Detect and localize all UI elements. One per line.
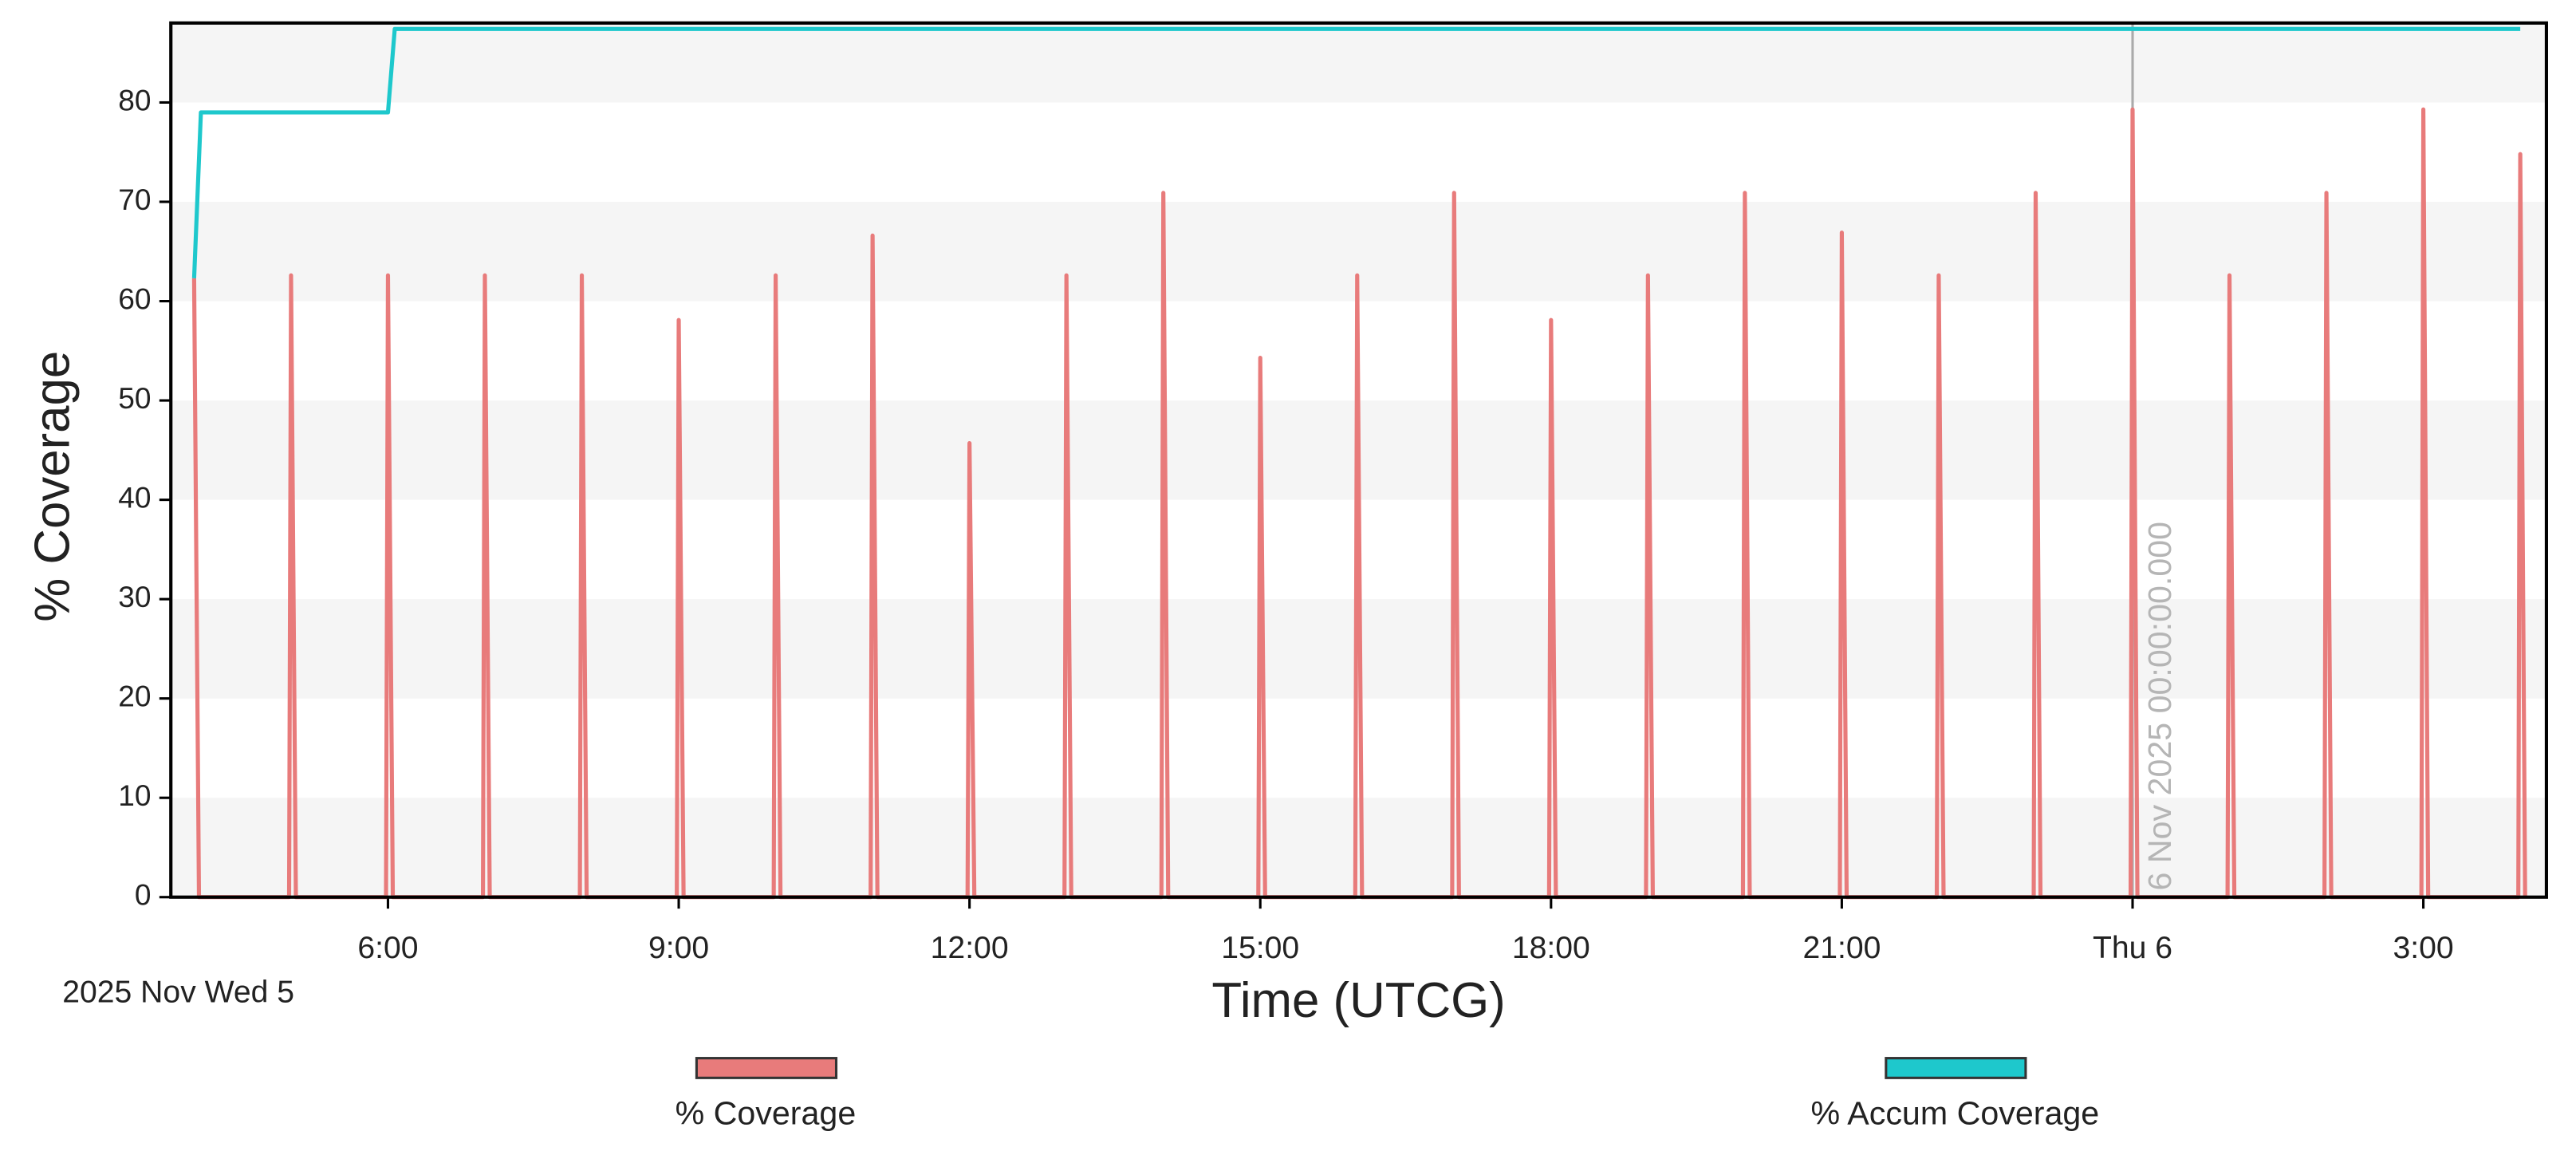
y-tick-label: 80 [118,83,151,116]
y-tick-label: 0 [135,878,152,912]
x-tick-label: 18:00 [1512,931,1590,965]
y-tick-label: 10 [118,779,151,812]
y-tick-label: 30 [118,580,151,613]
series-line [191,26,2521,278]
y-axis-title: % Coverage [25,351,80,622]
legend-swatch [695,1057,838,1079]
x-tick-label: 3:00 [2393,931,2454,965]
y-tick-label: 50 [118,381,151,415]
y-tick-label: 70 [118,183,151,216]
y-tick-label: 40 [118,480,151,514]
y-tick-label: 60 [118,282,151,315]
legend-swatch [1885,1057,2027,1079]
grid-band [171,22,2546,103]
x-axis-title: Time (UTCG) [1211,973,1505,1028]
legend-label: % Coverage [676,1095,857,1132]
x-tick-label: 21:00 [1802,931,1881,965]
cursor-label: 6 Nov 2025 00:00:00.000 [2141,522,2178,891]
y-tick-label: 20 [118,679,151,712]
grid-band [171,798,2546,897]
legend-label: % Accum Coverage [1810,1095,2099,1132]
x-tick-label: 6:00 [357,931,418,965]
x-tick-label: 12:00 [931,931,1009,965]
x-tick-label: 9:00 [648,931,709,965]
plot-frame [169,21,2548,899]
x-tick-label: 15:00 [1221,931,1299,965]
x-tick-label: Thu 6 [2093,931,2172,965]
date-label: 2025 Nov Wed 5 [62,976,294,1010]
series-line [191,107,2527,900]
